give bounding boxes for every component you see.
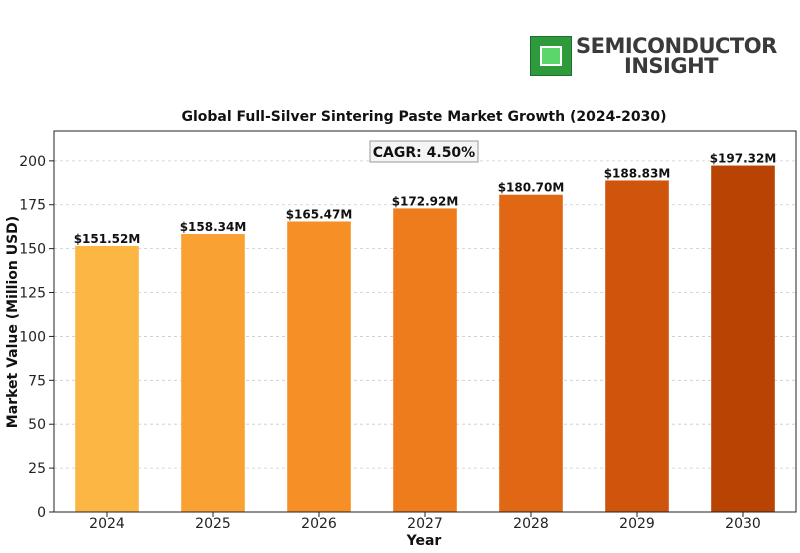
y-tick-label: 25 bbox=[28, 461, 46, 477]
x-tick-label: 2026 bbox=[301, 516, 337, 532]
logo-text-line1: SEMICONDUCTOR bbox=[576, 34, 777, 58]
y-axis-label: Market Value (Million USD) bbox=[5, 216, 21, 428]
data-label-2029: $188.83M bbox=[604, 166, 671, 180]
bar-2029 bbox=[605, 180, 669, 512]
x-axis-label: Year bbox=[406, 533, 442, 549]
data-label-2028: $180.70M bbox=[498, 181, 565, 195]
chip-icon bbox=[530, 36, 572, 76]
bar-2030 bbox=[711, 165, 775, 513]
plot-frame bbox=[53, 130, 797, 513]
y-tick-label: 50 bbox=[28, 417, 46, 433]
grid-lines bbox=[54, 160, 796, 469]
cagr-label: CAGR: 4.50% bbox=[373, 145, 475, 161]
y-tick-label: 150 bbox=[19, 242, 46, 258]
x-tick-label: 2025 bbox=[195, 516, 231, 532]
y-tick-label: 125 bbox=[19, 286, 46, 302]
data-label-2027: $172.92M bbox=[392, 194, 459, 208]
y-tick-label: 75 bbox=[28, 373, 46, 389]
x-tick-label: 2029 bbox=[619, 516, 655, 532]
bar-2028 bbox=[499, 194, 563, 512]
x-tick-label: 2024 bbox=[89, 516, 125, 532]
y-tick-label: 0 bbox=[37, 505, 46, 521]
brand-logo: SEMICONDUCTOR INSIGHT bbox=[530, 34, 777, 80]
bar-2024 bbox=[75, 245, 139, 512]
data-label-2026: $165.47M bbox=[286, 207, 353, 221]
y-tick-label: 200 bbox=[19, 154, 46, 170]
x-tick-label: 2027 bbox=[407, 516, 443, 532]
chart-title: Global Full-Silver Sintering Paste Marke… bbox=[182, 109, 667, 125]
bars bbox=[75, 165, 775, 513]
bar-2026 bbox=[287, 221, 351, 512]
x-tick-label: 2030 bbox=[725, 516, 761, 532]
data-label-2025: $158.34M bbox=[180, 220, 247, 234]
cagr-box bbox=[369, 140, 479, 163]
data-labels: $151.52M $158.34M $165.47M $172.92M $180.70M… bbox=[74, 152, 777, 246]
x-tick-label: 2028 bbox=[513, 516, 549, 532]
y-tick-label: 175 bbox=[19, 198, 46, 214]
bar-2027 bbox=[393, 208, 457, 512]
x-axis-ticks: 2024 2025 2026 2027 2028 2029 2030 bbox=[89, 512, 761, 532]
data-label-2024: $151.52M bbox=[74, 232, 141, 246]
y-tick-label: 100 bbox=[19, 329, 46, 345]
cagr-annotation: CAGR: 4.50% bbox=[369, 140, 479, 163]
data-label-2030: $197.32M bbox=[710, 152, 777, 166]
logo-text-line2: INSIGHT bbox=[624, 54, 718, 78]
bar-2025 bbox=[181, 233, 245, 512]
y-axis-ticks: 0 25 50 75 100 125 150 175 200 bbox=[19, 154, 54, 521]
